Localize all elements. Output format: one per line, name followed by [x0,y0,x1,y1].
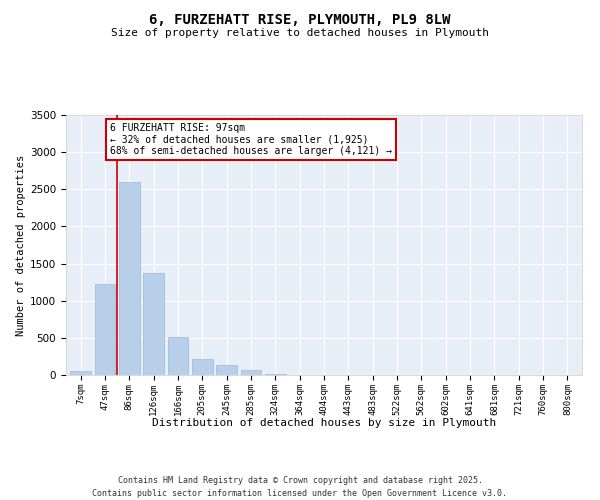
Bar [143,273,164,375]
Bar [70,372,91,375]
Text: 6, FURZEHATT RISE, PLYMOUTH, PL9 8LW: 6, FURZEHATT RISE, PLYMOUTH, PL9 8LW [149,12,451,26]
Text: 6 FURZEHATT RISE: 97sqm
← 32% of detached houses are smaller (1,925)
68% of semi: 6 FURZEHATT RISE: 97sqm ← 32% of detache… [110,123,392,156]
Bar [265,374,286,375]
Bar [95,284,115,375]
Y-axis label: Number of detached properties: Number of detached properties [16,154,26,336]
Bar [192,358,212,375]
Text: Contains HM Land Registry data © Crown copyright and database right 2025.
Contai: Contains HM Land Registry data © Crown c… [92,476,508,498]
Text: Size of property relative to detached houses in Plymouth: Size of property relative to detached ho… [111,28,489,38]
Bar [241,370,262,375]
Bar [119,182,140,375]
X-axis label: Distribution of detached houses by size in Plymouth: Distribution of detached houses by size … [152,418,496,428]
Bar [216,364,237,375]
Bar [167,337,188,375]
